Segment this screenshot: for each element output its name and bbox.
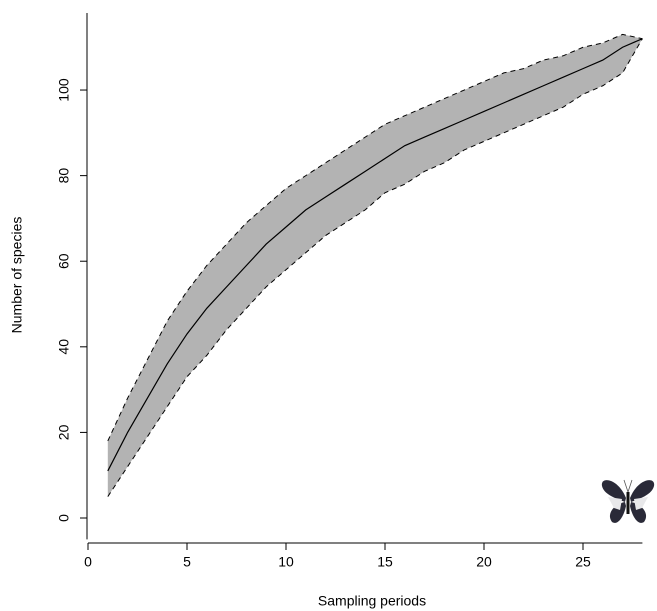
confidence-band <box>107 34 643 497</box>
mean-line <box>107 38 643 472</box>
lower-bound-line <box>107 38 643 497</box>
plot-area: 0 20 40 60 80 100 0 5 10 15 20 25 <box>56 13 643 570</box>
y-tick-label: 0 <box>56 514 72 522</box>
x-tick-label: 20 <box>476 554 492 570</box>
x-axis-title: Sampling periods <box>318 593 426 609</box>
x-tick-label: 25 <box>575 554 591 570</box>
y-tick-label: 60 <box>56 253 72 269</box>
y-axis-title: Number of species <box>9 217 25 334</box>
x-tick-label: 0 <box>84 554 92 570</box>
y-tick-label: 40 <box>56 339 72 355</box>
butterfly-icon <box>601 479 655 523</box>
y-tick-label: 100 <box>56 78 72 102</box>
x-tick-label: 5 <box>183 554 191 570</box>
x-tick-label: 10 <box>278 554 294 570</box>
y-tick-label: 20 <box>56 424 72 440</box>
upper-bound-line <box>107 33 643 442</box>
x-tick-label: 15 <box>377 554 393 570</box>
y-tick-label: 80 <box>56 168 72 184</box>
